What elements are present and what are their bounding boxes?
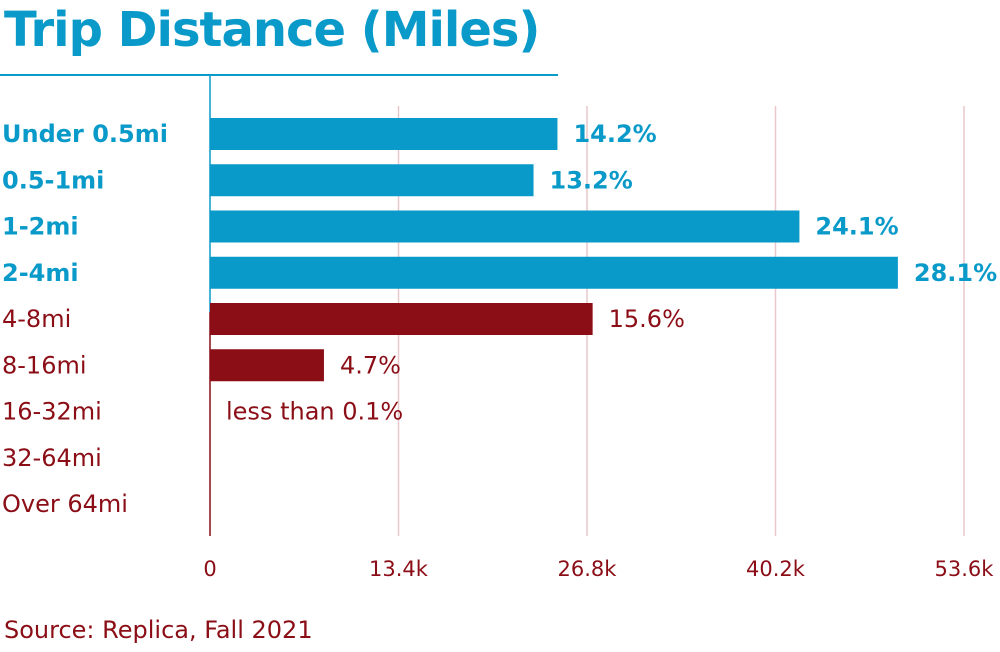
x-tick-label: 53.6k <box>935 557 995 581</box>
x-tick-label: 0 <box>203 557 216 581</box>
category-label: 1-2mi <box>2 213 79 241</box>
category-label: 32-64mi <box>2 444 102 472</box>
chart-title: Trip Distance (Miles) <box>4 2 540 58</box>
value-label: 13.2% <box>550 166 633 194</box>
value-label: less than 0.1% <box>226 398 403 426</box>
value-label: 15.6% <box>609 305 685 333</box>
category-label: Under 0.5mi <box>2 120 168 148</box>
value-label: 24.1% <box>815 213 898 241</box>
category-label: 16-32mi <box>2 398 102 426</box>
title-underline <box>0 74 558 76</box>
value-label: 28.1% <box>914 259 997 287</box>
x-tick-label: 26.8k <box>558 557 618 581</box>
source-note: Source: Replica, Fall 2021 <box>4 616 313 644</box>
labels: Under 0.5mi 14.2% 0.5-1mi 13.2% 1-2mi 24.1% 2-… <box>2 120 997 518</box>
x-tick-label: 40.2k <box>746 557 806 581</box>
bar <box>210 118 558 150</box>
value-label: 4.7% <box>340 351 401 379</box>
category-label: 8-16mi <box>2 351 87 379</box>
bar <box>210 210 800 243</box>
bar <box>210 303 593 335</box>
bars <box>210 118 898 382</box>
bar <box>210 256 898 289</box>
category-label: 2-4mi <box>2 259 79 287</box>
bar <box>210 349 324 382</box>
category-label: 0.5-1mi <box>2 166 104 194</box>
category-label: 4-8mi <box>2 305 71 333</box>
x-tick-label: 13.4k <box>369 557 429 581</box>
bar <box>210 164 534 197</box>
category-label: Over 64mi <box>2 490 128 518</box>
value-label: 14.2% <box>573 120 656 148</box>
